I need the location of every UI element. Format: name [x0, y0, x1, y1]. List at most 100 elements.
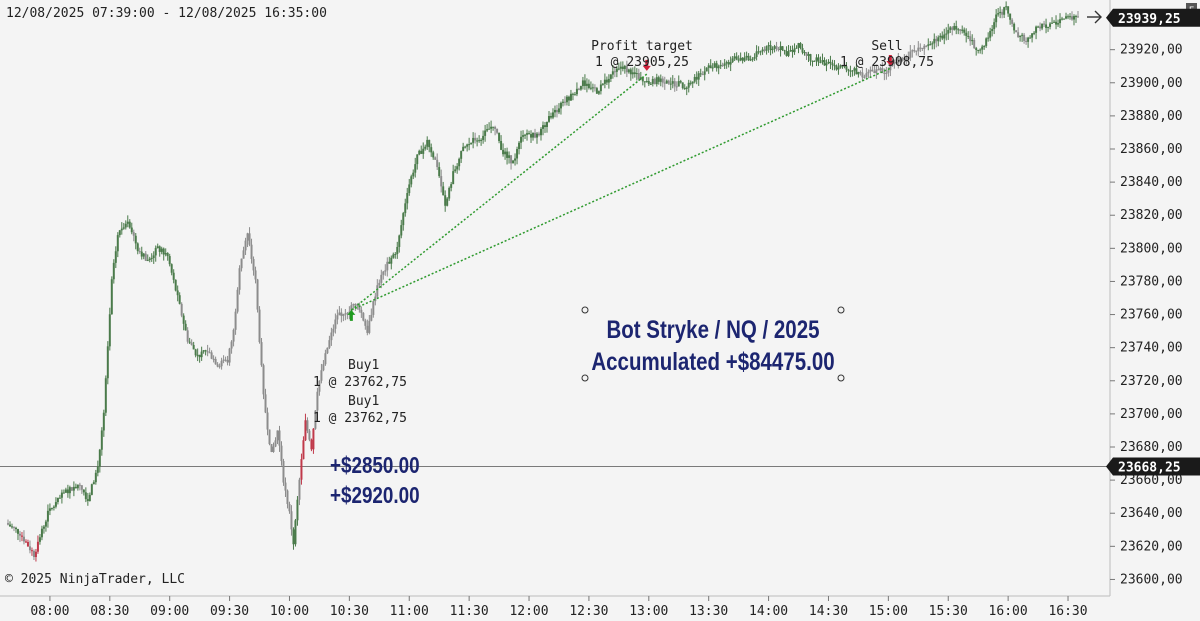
overlay-handle-tl[interactable]	[581, 306, 589, 314]
overlay-handle-tr[interactable]	[837, 306, 845, 314]
price-bar	[607, 74, 610, 89]
price-bar	[561, 99, 564, 107]
price-bar-body	[310, 439, 313, 450]
price-bar	[174, 279, 177, 292]
overlay-handle-br[interactable]	[837, 374, 845, 382]
price-bar-body	[416, 154, 419, 165]
price-bar-body	[172, 272, 175, 280]
price-bar-body	[643, 81, 646, 83]
price-bar	[392, 252, 395, 259]
price-bar	[745, 51, 748, 61]
price-bar-body	[893, 62, 896, 64]
price-bar	[324, 349, 327, 366]
price-bar	[595, 86, 598, 94]
price-bar	[625, 60, 628, 78]
price-bar	[999, 6, 1002, 19]
current-price-tag: 23939,25	[1106, 8, 1200, 27]
price-bar-body	[605, 79, 608, 83]
price-bar-body	[961, 29, 964, 31]
price-bar	[687, 79, 690, 93]
price-bar	[138, 247, 141, 254]
price-bar	[48, 503, 51, 516]
price-bar-body	[282, 461, 285, 483]
price-bar-body	[82, 489, 85, 493]
price-bar	[228, 347, 231, 366]
price-bar-body	[619, 66, 622, 69]
price-bar-body	[280, 445, 283, 462]
price-bar-body	[707, 65, 710, 68]
price-bar	[464, 145, 467, 149]
overlay-line-1: Bot Stryke / NQ / 2025	[606, 315, 819, 343]
price-bar-body	[380, 274, 383, 283]
price-bar	[661, 76, 664, 88]
price-bar-body	[997, 13, 1000, 15]
price-bar-body	[382, 271, 385, 275]
price-bar-body	[777, 49, 780, 51]
price-bar	[150, 253, 153, 262]
price-bar-body	[805, 52, 808, 56]
price-bar	[721, 62, 724, 67]
price-bar	[18, 530, 21, 542]
price-bar	[64, 487, 67, 493]
price-bar	[40, 525, 43, 541]
price-bar-body	[528, 133, 531, 135]
price-bar-body	[506, 151, 509, 158]
price-bar-body	[478, 140, 481, 142]
price-bar	[194, 348, 197, 358]
price-bar	[571, 92, 574, 101]
price-bar-body	[847, 69, 850, 71]
price-bar-body	[500, 140, 503, 150]
price-bar	[8, 521, 11, 527]
price-bar-body	[853, 68, 856, 71]
price-bar	[134, 232, 137, 250]
price-bar	[1023, 32, 1026, 44]
price-bar-body	[735, 56, 738, 60]
price-bar-body	[785, 51, 788, 56]
price-bar	[396, 241, 399, 259]
price-bar	[681, 82, 684, 90]
reference-price-tag: 23668,25	[1106, 457, 1200, 476]
price-bar-body	[935, 38, 938, 42]
price-bar-body	[96, 466, 99, 473]
overlay-text-box[interactable]: Bot Stryke / NQ / 2025 Accumulated +$844…	[581, 306, 845, 382]
price-bar-body	[80, 485, 83, 490]
price-bar	[757, 46, 760, 55]
price-bar-body	[583, 80, 586, 86]
arrow-right-icon[interactable]	[1087, 10, 1102, 24]
overlay-handle-bl[interactable]	[581, 374, 589, 382]
price-bar	[342, 313, 345, 322]
price-bar-body	[575, 88, 578, 95]
price-bar-body	[22, 536, 25, 542]
reference-price-tag-bg	[1106, 457, 1200, 476]
price-bar-body	[771, 48, 774, 51]
price-bar-body	[36, 541, 39, 552]
price-bar	[330, 327, 333, 346]
price-bar-body	[757, 51, 760, 53]
price-bar-body	[565, 96, 568, 103]
price-bar-body	[715, 63, 718, 69]
price-bar-body	[705, 67, 708, 72]
price-bar-body	[999, 11, 1002, 14]
price-bar-body	[270, 444, 273, 452]
price-bar	[318, 380, 321, 396]
price-bar	[751, 57, 754, 62]
price-bar	[374, 292, 377, 306]
price-bar-body	[959, 29, 962, 31]
price-bar	[659, 74, 662, 87]
price-bar-body	[577, 88, 580, 90]
price-bar	[132, 229, 135, 242]
price-bar	[154, 245, 157, 262]
price-bar-body	[659, 78, 662, 82]
price-bar	[196, 348, 199, 362]
price-bar-body	[402, 213, 405, 226]
price-bar	[236, 287, 239, 314]
price-bar-body	[162, 248, 165, 255]
price-bar	[308, 428, 311, 442]
price-bar-body	[384, 270, 387, 272]
price-bar-body	[941, 35, 944, 39]
price-bar	[927, 38, 930, 51]
price-bar-body	[545, 121, 548, 128]
price-bar	[452, 164, 455, 185]
price-bar	[577, 87, 580, 91]
